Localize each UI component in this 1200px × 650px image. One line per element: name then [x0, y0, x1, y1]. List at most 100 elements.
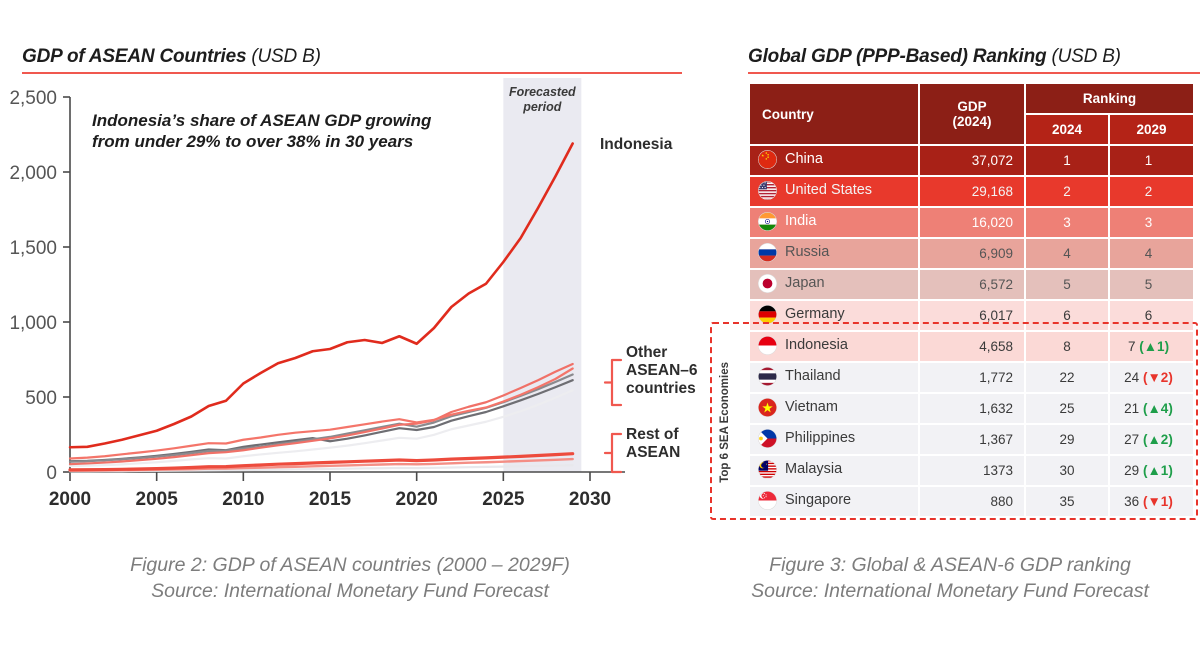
flag-ru-icon [758, 242, 777, 262]
table-row[interactable]: Singapore 880 35 36 (▼1) [750, 487, 1194, 516]
header-row-sub: 2024 2029 [750, 115, 1194, 144]
cell-gdp-2024: 1373 [920, 456, 1024, 485]
flag-jp-icon [758, 273, 777, 293]
cell-country: Japan [750, 270, 918, 299]
cell-rank-2029: 21 (▲4) [1110, 394, 1194, 423]
chart-title-divider [22, 72, 682, 74]
figure-3-caption-line1: Figure 3: Global & ASEAN-6 GDP ranking [769, 554, 1131, 576]
legend-label-other-line2: ASEAN–6 [626, 362, 698, 379]
top-6-sea-label: Top 6 SEA Economies [714, 340, 736, 505]
chart-annotation-line2: from under 29% to over 38% in 30 years [92, 132, 413, 151]
table-row[interactable]: China 37,072 1 1 [750, 146, 1194, 175]
ranking-table-head: Country GDP (2024) Ranking 2024 2029 [750, 84, 1194, 144]
rank-delta-down: (▼1) [1142, 494, 1173, 509]
cell-rank-2029: 1 [1110, 146, 1194, 175]
cell-country: Vietnam [750, 394, 918, 423]
country-name-group: Vietnam [758, 397, 838, 417]
chart-title-main: GDP of ASEAN Countries [22, 46, 247, 67]
cell-rank-2029: 7 (▲1) [1110, 332, 1194, 361]
country-name-group: Germany [758, 304, 845, 324]
table-row[interactable]: India 16,020 3 3 [750, 208, 1194, 237]
legend-label-other-line3: countries [626, 380, 696, 397]
country-label: Vietnam [785, 399, 838, 415]
series-line-thailand [68, 367, 574, 460]
country-label: Malaysia [785, 461, 843, 477]
global-gdp-ranking-table: Country GDP (2024) Ranking 2024 2029 Chi… [748, 82, 1195, 518]
country-label: Japan [785, 275, 825, 291]
flag-my-icon [758, 459, 777, 479]
rank-delta-down: (▼2) [1142, 370, 1173, 385]
rank-delta-up: (▲1) [1142, 463, 1173, 478]
cell-gdp-2024: 16,020 [920, 208, 1024, 237]
y-axis-tick-label: 1,500 [9, 238, 57, 259]
table-row[interactable]: Malaysia 1373 30 29 (▲1) [750, 456, 1194, 485]
header-year-2024: 2024 [1026, 115, 1108, 144]
ranking-table-wrapper: Country GDP (2024) Ranking 2024 2029 Chi… [748, 82, 1194, 518]
cell-rank-2029: 27 (▲2) [1110, 425, 1194, 454]
table-row[interactable]: Russia 6,909 4 4 [750, 239, 1194, 268]
x-axis-tick-label: 2010 [222, 489, 264, 510]
country-name-group: Japan [758, 273, 825, 293]
cell-country: China [750, 146, 918, 175]
cell-rank-2029: 4 [1110, 239, 1194, 268]
table-row[interactable]: Indonesia 4,658 8 7 (▲1) [750, 332, 1194, 361]
country-name-group: Thailand [758, 366, 841, 386]
legend-bracket-rest-of-asean [603, 432, 623, 474]
header-gdp-line2: (2024) [952, 114, 992, 129]
country-label: Philippines [785, 430, 856, 446]
header-year-2029: 2029 [1110, 115, 1194, 144]
header-row-top: Country GDP (2024) Ranking [750, 84, 1194, 144]
cell-country: Malaysia [750, 456, 918, 485]
table-row[interactable]: Thailand 1,772 22 24 (▼2) [750, 363, 1194, 392]
flag-id-icon [758, 335, 777, 355]
series-line-vietnam [68, 362, 574, 466]
cell-gdp-2024: 4,658 [920, 332, 1024, 361]
ranking-panel-title: Global GDP (PPP-Based) Ranking (USD B) [748, 46, 1121, 68]
top-6-sea-label-text: Top 6 SEA Economies [719, 362, 731, 483]
cell-country: United States [750, 177, 918, 206]
x-axis-tick-label: 2005 [136, 489, 179, 510]
legend-label-rest-line2: ASEAN [626, 444, 680, 461]
country-name-group: Indonesia [758, 335, 848, 355]
country-label: Singapore [785, 492, 852, 508]
table-row[interactable]: Germany 6,017 6 6 [750, 301, 1194, 330]
cell-rank-2024: 35 [1026, 487, 1108, 516]
flag-de-icon [758, 304, 777, 324]
cell-gdp-2024: 37,072 [920, 146, 1024, 175]
legend-label-other-line1: Other [626, 344, 667, 361]
chart-title-sub: (USD B) [246, 46, 321, 67]
cell-rank-2029: 29 (▲1) [1110, 456, 1194, 485]
cell-gdp-2024: 29,168 [920, 177, 1024, 206]
y-axis-tick-label: 2,500 [9, 88, 57, 109]
cell-country: Thailand [750, 363, 918, 392]
y-axis-tick-label: 2,000 [9, 163, 57, 184]
y-axis-tick-label: 500 [25, 388, 57, 409]
flag-cn-icon [758, 149, 777, 169]
rank-delta-up: (▲2) [1142, 432, 1173, 447]
y-axis-tick-label: 0 [46, 463, 57, 484]
ranking-title-divider [748, 72, 1200, 74]
flag-in-icon [758, 211, 777, 231]
chart-panel: GDP of ASEAN Countries (USD B) Forecaste… [0, 46, 700, 605]
cell-gdp-2024: 6,017 [920, 301, 1024, 330]
cell-country: Indonesia [750, 332, 918, 361]
cell-rank-2029: 2 [1110, 177, 1194, 206]
table-row[interactable]: Vietnam 1,632 25 21 (▲4) [750, 394, 1194, 423]
table-row[interactable]: United States 29,168 2 2 [750, 177, 1194, 206]
figure-2-caption: Figure 2: GDP of ASEAN countries (2000 –… [0, 552, 700, 605]
cell-rank-2029: 6 [1110, 301, 1194, 330]
country-name-group: Russia [758, 242, 829, 262]
header-ranking: Ranking [1026, 84, 1194, 113]
cell-gdp-2024: 880 [920, 487, 1024, 516]
table-row[interactable]: Japan 6,572 5 5 [750, 270, 1194, 299]
cell-rank-2024: 29 [1026, 425, 1108, 454]
country-label: Indonesia [785, 337, 848, 353]
forecast-label-line2: period [522, 100, 562, 114]
chart-panel-title: GDP of ASEAN Countries (USD B) [22, 46, 321, 68]
figure-2-caption-line2: Source: International Monetary Fund Fore… [151, 580, 549, 603]
table-row[interactable]: Philippines 1,367 29 27 (▲2) [750, 425, 1194, 454]
cell-gdp-2024: 6,572 [920, 270, 1024, 299]
legend-label-indonesia: Indonesia [600, 136, 673, 153]
